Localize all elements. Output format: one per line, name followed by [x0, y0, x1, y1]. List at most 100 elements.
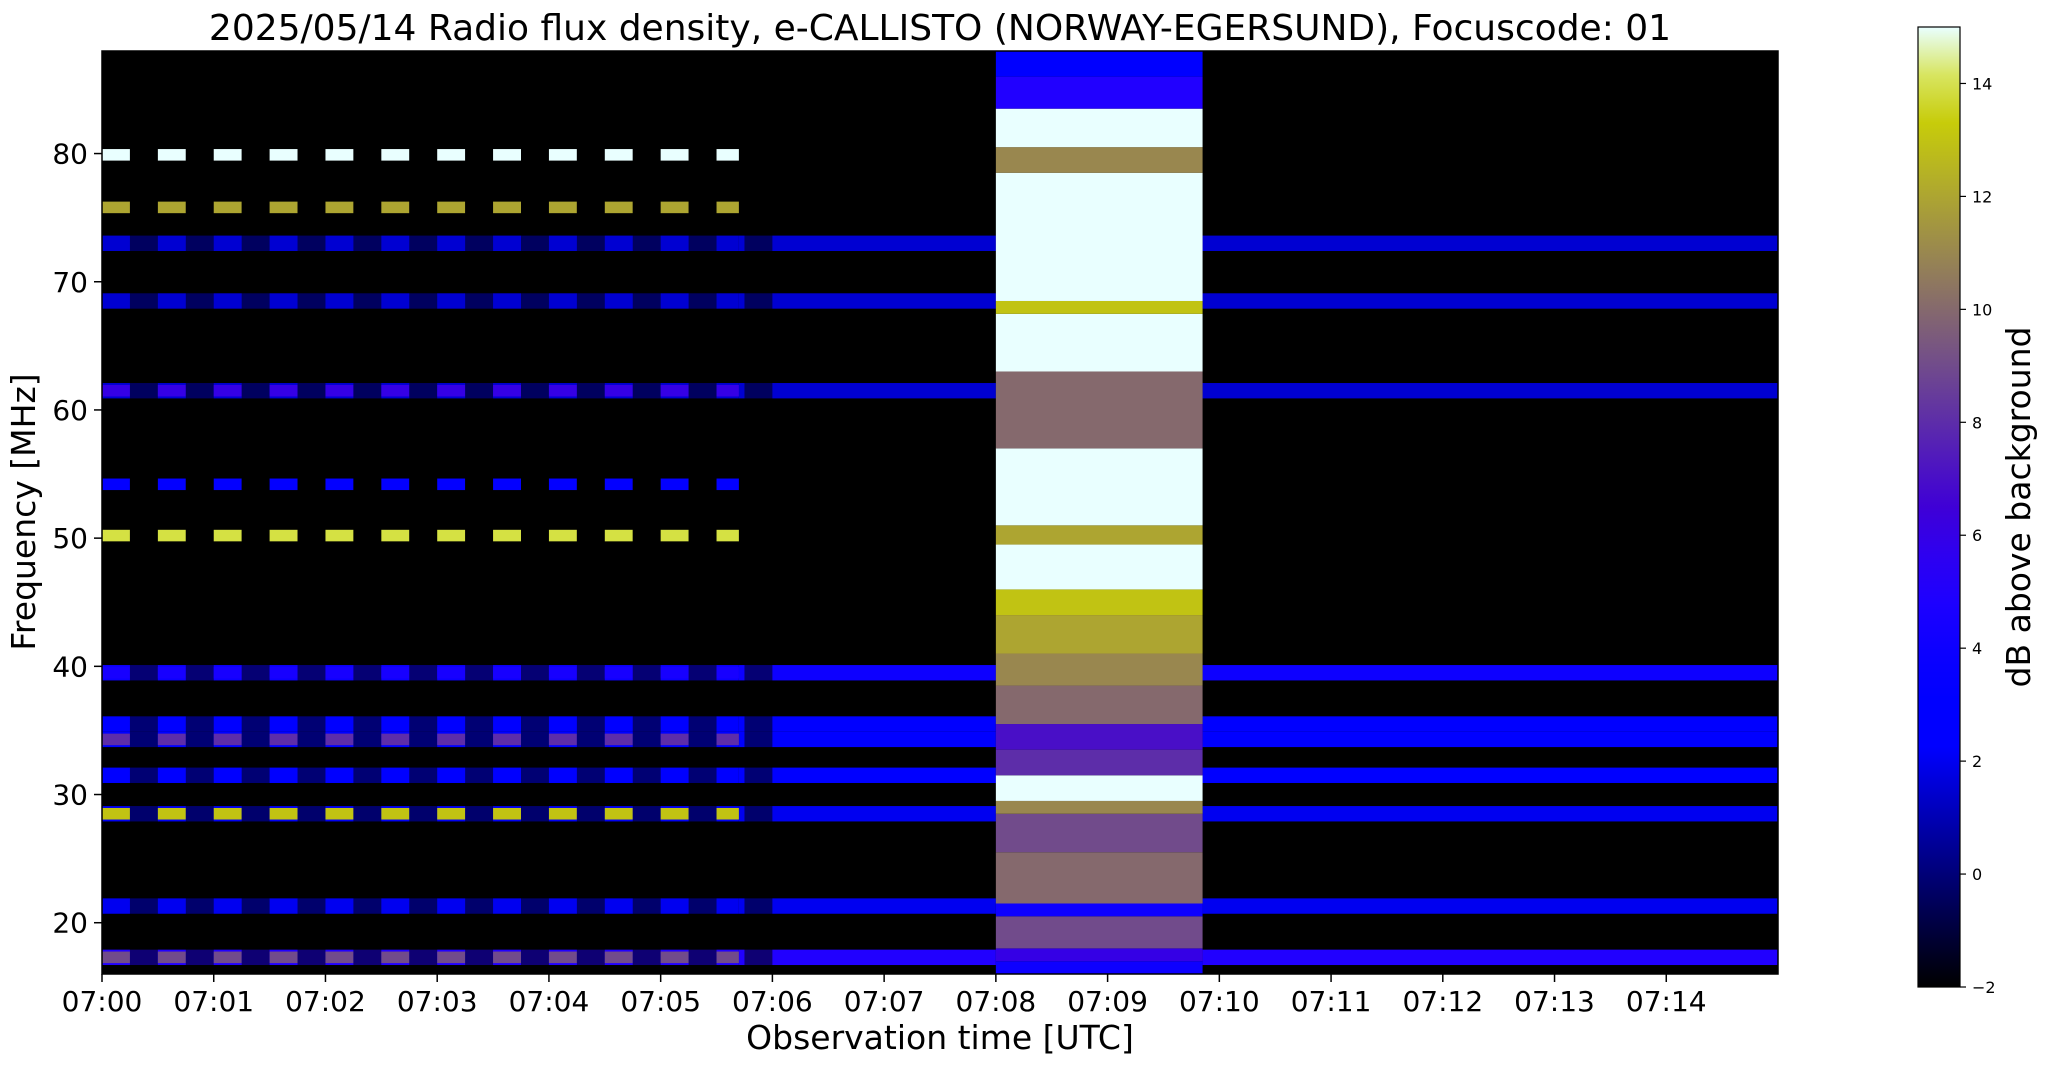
y-tick-label: 80: [52, 138, 88, 171]
burst-segment: [995, 948, 1203, 962]
x-tick-label: 07:01: [173, 985, 254, 1018]
calibration-pulse: [381, 384, 410, 397]
calibration-pulse: [493, 149, 521, 161]
heatmap-cells: [102, 51, 1778, 974]
calibration-pulse: [437, 529, 466, 542]
calibration-pulse: [213, 384, 242, 397]
calibration-pulse: [493, 478, 521, 491]
calibration-pulse: [437, 478, 466, 491]
calibration-pulse: [716, 149, 739, 161]
calibration-pulse: [437, 384, 466, 397]
calibration-pulse: [548, 807, 577, 820]
calibration-pulse: [269, 478, 298, 491]
calibration-pulse: [213, 951, 242, 964]
calibration-pulse: [381, 201, 410, 214]
calibration-pulse: [102, 666, 130, 679]
calibration-pulse: [437, 666, 466, 679]
calibration-pulse: [604, 529, 633, 542]
interference-band: [738, 731, 996, 748]
interference-band: [1202, 767, 1778, 783]
burst-segment: [995, 685, 1203, 725]
calibration-pulse: [213, 666, 242, 679]
interference-band: [738, 716, 996, 732]
burst-segment: [995, 800, 1203, 814]
calibration-pulse: [716, 478, 739, 491]
burst-segment: [995, 903, 1203, 917]
calibration-pulse: [325, 149, 354, 161]
calibration-pulse: [269, 807, 298, 820]
colorbar-tick-label: 8: [1972, 413, 1982, 432]
calibration-pulse: [437, 149, 466, 161]
calibration-pulse: [157, 666, 186, 679]
calibration-pulse: [493, 529, 521, 542]
burst-segment: [995, 813, 1203, 853]
burst-segment: [995, 653, 1203, 686]
x-tick-label: 07:11: [1291, 985, 1372, 1018]
colorbar-tick-label: 0: [1972, 865, 1982, 884]
calibration-pulse: [493, 666, 521, 679]
calibration-pulse: [437, 807, 466, 820]
calibration-pulse: [660, 384, 689, 397]
calibration-pulse: [213, 149, 242, 161]
calibration-pulse: [493, 384, 521, 397]
x-tick-label: 07:12: [1402, 985, 1483, 1018]
calibration-pulse: [660, 951, 689, 964]
calibration-pulse: [660, 478, 689, 491]
calibration-pulse: [325, 666, 354, 679]
calibration-pulse: [325, 201, 354, 214]
x-tick-label: 07:05: [620, 985, 701, 1018]
pulse-off-gap: [129, 51, 158, 974]
x-tick-label: 07:09: [1067, 985, 1148, 1018]
calibration-pulse: [548, 529, 577, 542]
colorbar-tick-label: 10: [1972, 300, 1992, 319]
calibration-pulse: [381, 733, 410, 746]
calibration-pulse: [660, 733, 689, 746]
burst-segment: [995, 371, 1203, 449]
x-tick-label: 07:02: [285, 985, 366, 1018]
calibration-pulse: [716, 529, 739, 542]
burst-segment: [995, 108, 1203, 148]
x-tick-label: 07:14: [1626, 985, 1707, 1018]
interference-band: [738, 665, 996, 681]
calibration-pulse: [548, 478, 577, 491]
y-tick-label: 30: [52, 779, 88, 812]
calibration-pulse: [660, 807, 689, 820]
pulse-off-gap: [521, 51, 549, 974]
y-tick-label: 50: [52, 522, 88, 555]
calibration-pulse: [604, 733, 633, 746]
calibration-pulse: [157, 807, 186, 820]
burst-segment: [995, 448, 1203, 526]
calibration-pulse: [437, 201, 466, 214]
calibration-pulse: [493, 201, 521, 214]
calibration-pulse: [716, 951, 739, 964]
calibration-pulse: [102, 201, 130, 214]
calibration-pulse: [716, 807, 739, 820]
calibration-pulse: [660, 666, 689, 679]
calibration-pulse: [716, 201, 739, 214]
calibration-pulse: [604, 666, 633, 679]
x-axis: 07:00 07:01 07:02 07:03 07:04 07:05 07:06 07:07…: [62, 974, 1707, 1018]
burst-segment: [995, 525, 1203, 545]
burst-segment: [995, 961, 1203, 974]
calibration-pulse: [660, 529, 689, 542]
interference-band: [738, 293, 996, 309]
calibration-pulse: [716, 666, 739, 679]
calibration-pulse: [213, 478, 242, 491]
calibration-pulse: [102, 384, 130, 397]
x-tick-label: 07:03: [397, 985, 478, 1018]
colorbar-tick-label: 4: [1972, 639, 1982, 658]
calibration-pulse: [213, 807, 242, 820]
burst-segment: [995, 852, 1203, 904]
y-tick-label: 70: [52, 266, 88, 299]
burst-segment: [995, 589, 1203, 616]
calibration-pulse: [102, 478, 130, 491]
calibration-pulse: [548, 951, 577, 964]
calibration-pulse: [716, 384, 739, 397]
calibration-pulse: [157, 951, 186, 964]
calibration-pulse: [269, 384, 298, 397]
interference-band: [1202, 293, 1778, 309]
calibration-pulse: [381, 149, 410, 161]
calibration-pulse: [493, 951, 521, 964]
calibration-pulse: [548, 666, 577, 679]
